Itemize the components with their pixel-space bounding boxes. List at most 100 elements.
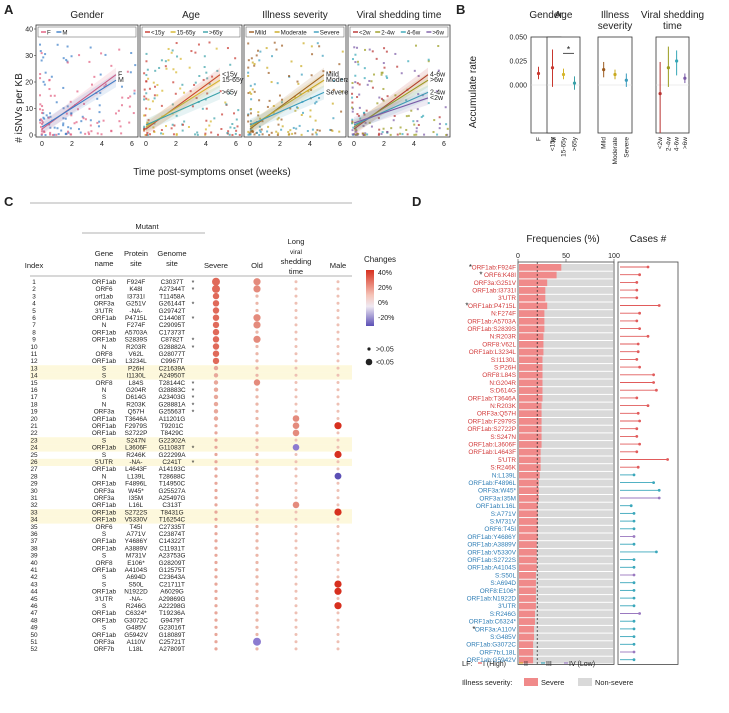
row-protein: S2722S bbox=[125, 509, 148, 516]
data-point bbox=[227, 130, 230, 133]
bar-nonsevere bbox=[519, 364, 613, 371]
row-highlight bbox=[30, 444, 352, 452]
row-gene: N bbox=[102, 344, 107, 351]
data-point bbox=[43, 83, 46, 86]
dot-old bbox=[255, 460, 259, 464]
dot-old bbox=[255, 553, 259, 557]
case-dot bbox=[666, 458, 669, 461]
facet-legend-a: <15y 15-65y >65y bbox=[141, 26, 241, 38]
data-point bbox=[427, 60, 430, 63]
row-highlight bbox=[30, 516, 352, 524]
data-point bbox=[110, 129, 113, 132]
bar-severe bbox=[519, 302, 548, 310]
data-point bbox=[77, 108, 80, 111]
freq-tick: 50 bbox=[562, 253, 570, 260]
data-point bbox=[120, 104, 123, 107]
data-point bbox=[322, 70, 325, 73]
data-point bbox=[378, 128, 381, 131]
legend-box-a bbox=[141, 26, 241, 38]
bar-nonsevere bbox=[519, 333, 613, 340]
data-point bbox=[172, 68, 175, 71]
bar-nonsevere bbox=[519, 495, 613, 502]
data-point bbox=[364, 133, 367, 136]
bar-nonsevere bbox=[519, 264, 613, 271]
mutation-label: ORF1ab:G5942V bbox=[467, 657, 517, 664]
data-point bbox=[252, 130, 255, 133]
data-point bbox=[147, 77, 150, 80]
bar-severe bbox=[519, 464, 541, 471]
data-point bbox=[183, 120, 186, 123]
dot-male bbox=[336, 366, 340, 370]
bar-nonsevere bbox=[519, 610, 613, 618]
legend-label-a: M bbox=[62, 30, 67, 37]
bar-severe bbox=[519, 572, 536, 579]
mutation-label: ORF8:L84S bbox=[482, 372, 516, 379]
case-dot bbox=[635, 281, 639, 284]
data-point bbox=[392, 119, 395, 122]
mutation-label: ORF1ab:T3646A bbox=[468, 395, 517, 402]
data-point bbox=[40, 122, 43, 125]
data-point bbox=[299, 93, 302, 96]
lf-item: I (High) bbox=[483, 661, 506, 668]
data-point bbox=[281, 125, 284, 128]
data-point bbox=[422, 114, 425, 117]
dot-long bbox=[294, 474, 298, 478]
mutation-label: N:G204R bbox=[489, 380, 516, 387]
data-point bbox=[250, 98, 253, 101]
case-dot bbox=[632, 650, 636, 654]
dot-old bbox=[255, 445, 259, 449]
case-dot bbox=[632, 604, 636, 608]
data-point bbox=[314, 131, 317, 134]
dot-old bbox=[255, 359, 259, 363]
row-gene: ORF6 bbox=[95, 286, 112, 293]
row-protein: T3646A bbox=[125, 416, 148, 423]
lf-legend-label: LF: bbox=[462, 659, 473, 668]
dot-long bbox=[294, 388, 298, 392]
data-point bbox=[250, 108, 253, 111]
data-point bbox=[258, 59, 261, 62]
facet-title-b: severity bbox=[598, 21, 632, 32]
line-label-a: >65y bbox=[222, 89, 238, 96]
row-gene: ORF3a bbox=[94, 488, 115, 495]
severity-item-severe: Severe bbox=[541, 678, 564, 687]
bar-nonsevere bbox=[519, 641, 613, 648]
bar-severe bbox=[519, 402, 542, 410]
row-index: 27 bbox=[30, 466, 38, 473]
row-protein: F4896L bbox=[125, 481, 147, 488]
row-index: 37 bbox=[30, 538, 38, 545]
data-point bbox=[171, 123, 174, 126]
data-point bbox=[87, 131, 90, 134]
dot-old bbox=[255, 604, 259, 608]
dot-male bbox=[334, 422, 342, 430]
data-point bbox=[70, 55, 73, 58]
category-label-b: >65y bbox=[572, 136, 579, 151]
row-protein: S2839S bbox=[125, 337, 148, 344]
data-point bbox=[156, 83, 159, 86]
row-genome: C29095T bbox=[159, 322, 185, 329]
data-point bbox=[39, 121, 42, 124]
row-genome: T16254C bbox=[159, 517, 186, 524]
data-point bbox=[265, 47, 268, 50]
dot-male bbox=[336, 409, 340, 413]
header-severe: Severe bbox=[204, 261, 228, 270]
data-point bbox=[407, 60, 410, 63]
dot-male bbox=[336, 553, 340, 557]
data-point bbox=[278, 94, 281, 97]
dot-long bbox=[294, 633, 298, 636]
row-genome: A23403G bbox=[158, 394, 185, 401]
case-dot bbox=[632, 627, 636, 631]
line-label-a: >6w bbox=[430, 77, 444, 84]
data-point bbox=[110, 64, 113, 67]
panel-d: D Frequencies (%) Cases # 0 50 100 ORF1ab:F924… bbox=[412, 194, 679, 687]
data-point bbox=[396, 133, 399, 136]
dot-old bbox=[255, 647, 259, 651]
data-point bbox=[417, 123, 420, 126]
dot-old bbox=[255, 330, 259, 334]
data-point bbox=[390, 127, 393, 130]
data-point bbox=[247, 133, 250, 136]
dot-male bbox=[336, 611, 340, 615]
dot-male bbox=[334, 450, 342, 459]
dot-long bbox=[294, 575, 298, 579]
data-point bbox=[302, 42, 305, 45]
header-long: shedding bbox=[281, 257, 312, 266]
